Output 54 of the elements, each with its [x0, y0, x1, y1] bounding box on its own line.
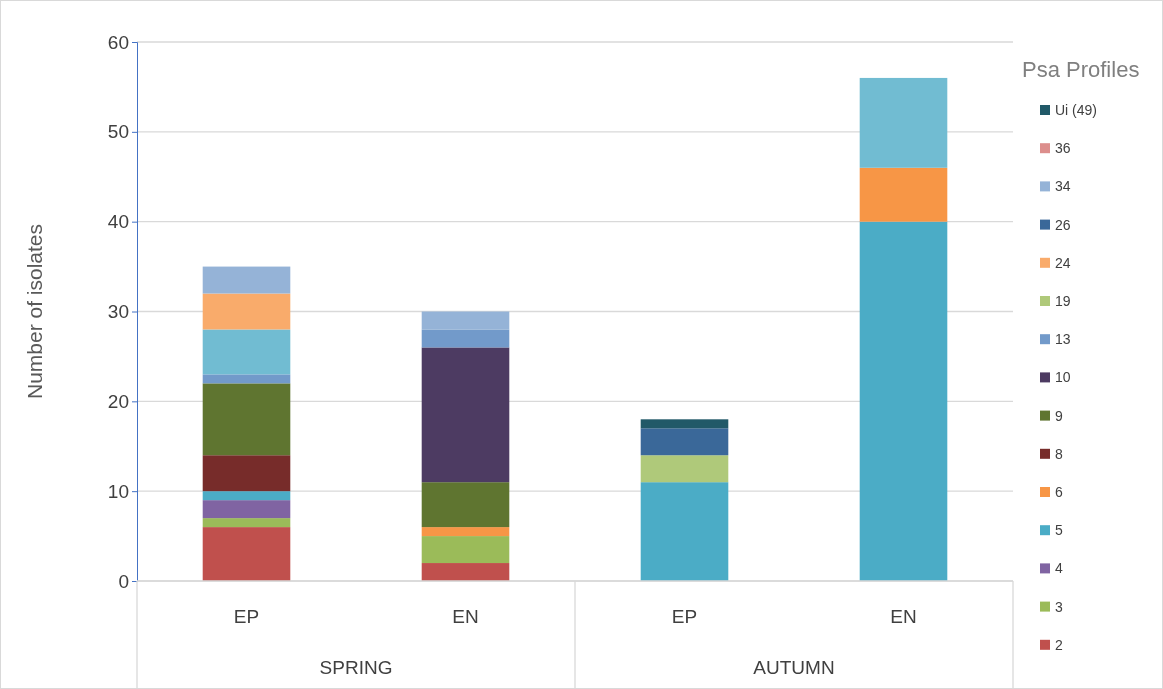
bar: [421, 536, 510, 564]
y-tick-label: 40: [107, 211, 129, 233]
bar: [202, 518, 291, 528]
x-tick-label: EN: [890, 606, 917, 627]
legend-label: 4: [1055, 560, 1063, 577]
y-tick-label: 30: [107, 301, 129, 323]
legend-label: 10: [1055, 369, 1071, 386]
bar: [202, 455, 291, 492]
y-tick-label: 10: [107, 480, 129, 502]
legend-label: 2: [1055, 636, 1063, 653]
legend-label: 8: [1055, 445, 1063, 462]
legend-label: Ui (49): [1055, 102, 1098, 118]
bar: [640, 482, 729, 581]
bar: [640, 428, 729, 456]
y-tick-label: 0: [118, 570, 129, 592]
bar: [859, 167, 948, 222]
legend-label: 26: [1055, 216, 1071, 233]
bar: [202, 293, 291, 330]
bar: [202, 527, 291, 581]
y-tick-label: 60: [107, 31, 129, 53]
legend-label: 36: [1055, 140, 1071, 157]
bar: [640, 419, 729, 429]
bar: [202, 383, 291, 456]
legend-title: Psa Profiles: [1022, 57, 1140, 82]
bar: [202, 329, 291, 375]
legend-label: 3: [1055, 598, 1063, 615]
y-tick-label: 50: [107, 121, 129, 143]
legend-label: 13: [1055, 331, 1071, 348]
bar: [421, 347, 510, 483]
bar: [421, 482, 510, 528]
bar: [202, 266, 291, 294]
bar: [421, 329, 510, 348]
y-axis-title: Number of isolates: [23, 223, 46, 400]
legend-label: 6: [1055, 484, 1063, 500]
bar: [202, 500, 291, 519]
bar: [421, 563, 510, 581]
bar: [421, 527, 510, 537]
bar: [859, 77, 948, 168]
bar: [421, 311, 510, 330]
x-tick-label: EP: [233, 606, 260, 627]
legend-label: 34: [1055, 178, 1071, 195]
bar: [640, 455, 729, 483]
x-tick-label: EN: [452, 606, 479, 627]
y-tick-label: 20: [107, 390, 129, 412]
x-tick-label: EP: [671, 606, 698, 627]
legend-label: 24: [1055, 254, 1071, 271]
bar: [202, 374, 291, 384]
legend-label: 5: [1055, 522, 1063, 539]
bar: [859, 221, 948, 581]
bar: [202, 491, 291, 501]
legend-label: 9: [1055, 407, 1063, 424]
legend-label: 19: [1055, 293, 1071, 309]
text: AUTUMN: [753, 657, 835, 678]
text: SPRING: [319, 657, 393, 678]
